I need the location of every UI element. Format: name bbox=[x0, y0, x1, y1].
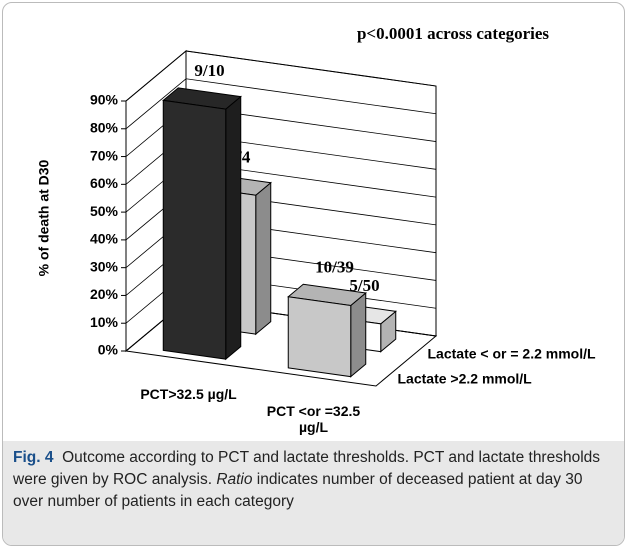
value-label: 5/50 bbox=[349, 276, 379, 295]
y-tick-label: 20% bbox=[90, 286, 119, 302]
y-tick-label: 0% bbox=[98, 342, 119, 358]
y-tick-label: 10% bbox=[90, 314, 119, 330]
x-tick-label: PCT>32.5 µg/L bbox=[140, 385, 237, 402]
caption: Fig. 4 Outcome according to PCT and lact… bbox=[3, 441, 624, 545]
y-tick-label: 40% bbox=[90, 231, 119, 247]
chart-title: p<0.0001 across categories bbox=[357, 24, 549, 43]
bar-side bbox=[350, 291, 367, 378]
grid-line bbox=[125, 78, 437, 130]
chart: p<0.0001 across categories % of death at… bbox=[36, 24, 597, 387]
y-tick-label: 90% bbox=[90, 92, 119, 108]
caption-label: Fig. 4 bbox=[13, 449, 54, 466]
y-tick-label: 60% bbox=[90, 175, 119, 191]
y-tick-label: 30% bbox=[90, 258, 119, 274]
y-axis-label: % of death at D30 bbox=[36, 159, 52, 276]
bar-side bbox=[255, 181, 272, 336]
bar-front bbox=[162, 99, 227, 360]
caption-text: indicates number of deceased patient at … bbox=[13, 471, 583, 510]
y-tick-label: 80% bbox=[90, 119, 119, 135]
bar-front bbox=[287, 296, 352, 378]
value-label: 9/10 bbox=[194, 61, 224, 80]
x-tick-label: PCT <or =32.5 µg/L bbox=[266, 403, 361, 436]
series-label: Lactate >2.2 mmol/L bbox=[398, 370, 533, 386]
caption-text: Outcome according to PCT and lactate thr… bbox=[13, 449, 601, 488]
y-tick-label: 50% bbox=[90, 203, 119, 219]
grid-line bbox=[125, 50, 437, 102]
bar-side bbox=[225, 95, 242, 361]
value-label: 10/39 bbox=[315, 258, 354, 277]
series-label: Lactate < or = 2.2 mmol/L bbox=[428, 345, 597, 361]
y-tick-label: 70% bbox=[90, 147, 119, 163]
caption-italic: Ratio bbox=[216, 471, 253, 488]
